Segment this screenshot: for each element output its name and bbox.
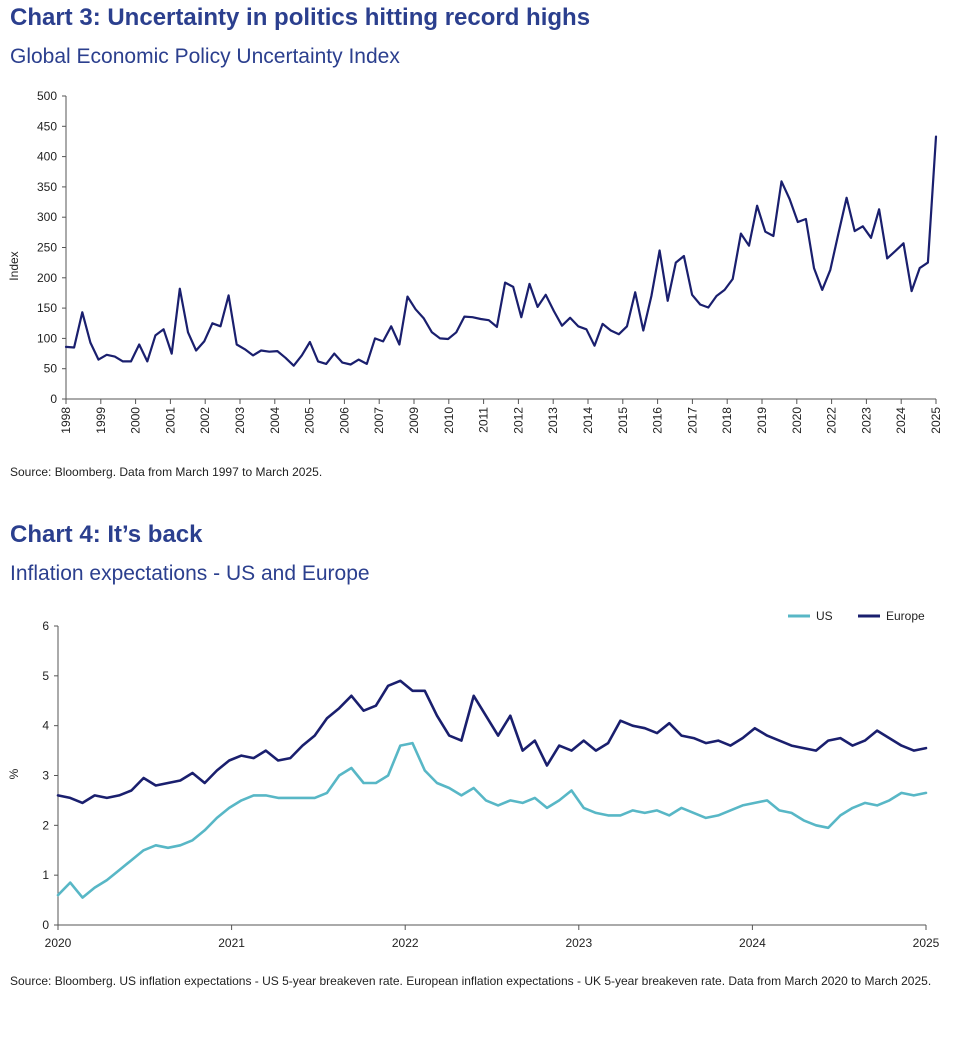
y-tick-label: 6	[42, 619, 49, 633]
x-tick-label: 2025	[913, 936, 940, 950]
x-tick-label: 2020	[790, 407, 804, 434]
chart4-subtitle: Inflation expectations - US and Europe	[10, 562, 370, 585]
x-tick-label: 2024	[894, 407, 908, 434]
series-line-0	[64, 135, 938, 367]
y-axis-label: %	[7, 768, 21, 779]
x-tick-label: 2022	[392, 936, 419, 950]
y-tick-label: 300	[37, 210, 57, 224]
x-tick-label: 2016	[651, 407, 665, 434]
inflation-expectations-chart: 0 1 2 3 4 5 6 2020 2021 2022 2023 2024 2025% US Europe	[7, 609, 940, 950]
y-tick-label: 400	[37, 150, 57, 164]
x-tick-label: 2017	[685, 407, 699, 434]
series-line-us	[56, 741, 928, 899]
x-tick-label: 2011	[477, 407, 491, 433]
y-tick-label: 0	[50, 392, 57, 406]
x-tick-label: 2004	[268, 407, 282, 434]
x-tick-label: 2006	[337, 407, 351, 434]
chart3-source: Source: Bloomberg. Data from March 1997 …	[10, 465, 323, 479]
uncertainty-index-chart: 0 50 100 150 200 250 300 350 400 450 500 1998 1999 20…	[7, 89, 943, 434]
x-tick-label: 2000	[129, 407, 143, 434]
x-tick-label: 2003	[233, 407, 247, 434]
series-line-europe	[56, 679, 928, 805]
y-tick-label: 4	[42, 719, 49, 733]
x-tick-label: 2009	[407, 407, 421, 434]
x-tick-label: 1998	[59, 407, 73, 434]
x-tick-label: 2018	[720, 407, 734, 434]
legend-label-us: US	[816, 609, 833, 623]
x-tick-label: 2020	[45, 936, 72, 950]
x-tick-label: 2007	[372, 407, 386, 434]
x-tick-label: 2024	[739, 936, 766, 950]
x-tick-label: 2022	[825, 407, 839, 434]
x-tick-label: 2019	[755, 407, 769, 434]
x-tick-label: 2015	[616, 407, 630, 434]
x-tick-label: 2010	[442, 407, 456, 434]
x-tick-label: 2012	[511, 407, 525, 434]
y-tick-label: 450	[37, 119, 57, 133]
y-tick-label: 200	[37, 271, 57, 285]
chart4-source: Source: Bloomberg. US inflation expectat…	[10, 974, 932, 988]
chart3-title: Chart 3: Uncertainty in politics hitting…	[10, 4, 591, 31]
chart4-title: Chart 4: It’s back	[10, 521, 203, 548]
x-tick-label: 2005	[303, 407, 317, 434]
y-tick-label: 3	[42, 769, 49, 783]
y-tick-label: 150	[37, 301, 57, 315]
y-tick-label: 50	[44, 362, 58, 376]
chart3-subtitle: Global Economic Policy Uncertainty Index	[10, 45, 400, 68]
x-tick-label: 2023	[859, 407, 873, 434]
x-tick-label: 2002	[198, 407, 212, 434]
x-tick-label: 1999	[94, 407, 108, 434]
y-tick-label: 2	[42, 818, 49, 832]
y-tick-label: 250	[37, 241, 57, 255]
y-tick-label: 1	[42, 868, 49, 882]
y-tick-label: 100	[37, 331, 57, 345]
x-tick-label: 2023	[565, 936, 592, 950]
y-tick-label: 5	[42, 669, 49, 683]
y-tick-label: 500	[37, 89, 57, 103]
x-tick-label: 2013	[546, 407, 560, 434]
legend-label-europe: Europe	[886, 609, 925, 623]
x-tick-label: 2014	[581, 407, 595, 434]
y-axis-label: Index	[7, 251, 21, 280]
x-tick-label: 2001	[163, 407, 177, 434]
y-tick-label: 0	[42, 918, 49, 932]
x-tick-label: 2021	[218, 936, 245, 950]
y-tick-label: 350	[37, 180, 57, 194]
x-tick-label: 2025	[929, 407, 943, 434]
